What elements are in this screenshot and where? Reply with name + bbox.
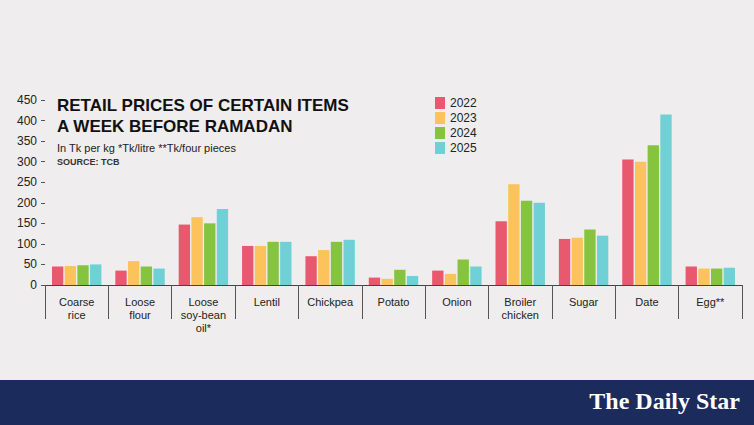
svg-text:chicken: chicken: [502, 309, 539, 321]
svg-text:In Tk per kg *Tk/litre **Tk/fo: In Tk per kg *Tk/litre **Tk/four pieces: [57, 142, 236, 154]
svg-text:Potato: Potato: [378, 296, 410, 308]
svg-text:200: 200: [17, 196, 37, 210]
svg-text:300: 300: [17, 155, 37, 169]
svg-text:Loose: Loose: [188, 296, 218, 308]
svg-text:Loose: Loose: [125, 296, 155, 308]
html-text:The Daily Star: The Daily Star: [589, 388, 740, 414]
svg-text:50: 50: [24, 257, 38, 271]
svg-text:rice: rice: [68, 309, 86, 321]
svg-text:250: 250: [17, 175, 37, 189]
svg-text:flour: flour: [129, 309, 151, 321]
svg-text:Broiler: Broiler: [504, 296, 536, 308]
svg-text:Egg**: Egg**: [696, 296, 725, 308]
svg-text:0: 0: [30, 278, 37, 292]
svg-text:Lentil: Lentil: [254, 296, 280, 308]
svg-text:SOURCE: TCB: SOURCE: TCB: [57, 157, 120, 167]
svg-text:350: 350: [17, 134, 37, 148]
svg-text:400: 400: [17, 114, 37, 128]
svg-text:2024: 2024: [450, 126, 477, 140]
svg-text:Coarse: Coarse: [59, 296, 94, 308]
svg-text:Chickpea: Chickpea: [307, 296, 354, 308]
svg-text:Date: Date: [635, 296, 658, 308]
svg-text:150: 150: [17, 216, 37, 230]
svg-text:oil*: oil*: [196, 322, 212, 334]
svg-text:soy-bean: soy-bean: [181, 309, 226, 321]
svg-text:2025: 2025: [450, 141, 477, 155]
svg-text:Onion: Onion: [442, 296, 471, 308]
svg-text:2023: 2023: [450, 111, 477, 125]
svg-text:Sugar: Sugar: [569, 296, 599, 308]
svg-text:450: 450: [17, 93, 37, 107]
svg-text:A WEEK BEFORE RAMADAN: A WEEK BEFORE RAMADAN: [57, 117, 292, 136]
svg-text:2022: 2022: [450, 96, 477, 110]
svg-text:RETAIL PRICES OF CERTAIN ITEMS: RETAIL PRICES OF CERTAIN ITEMS: [57, 96, 349, 115]
svg-text:100: 100: [17, 237, 37, 251]
